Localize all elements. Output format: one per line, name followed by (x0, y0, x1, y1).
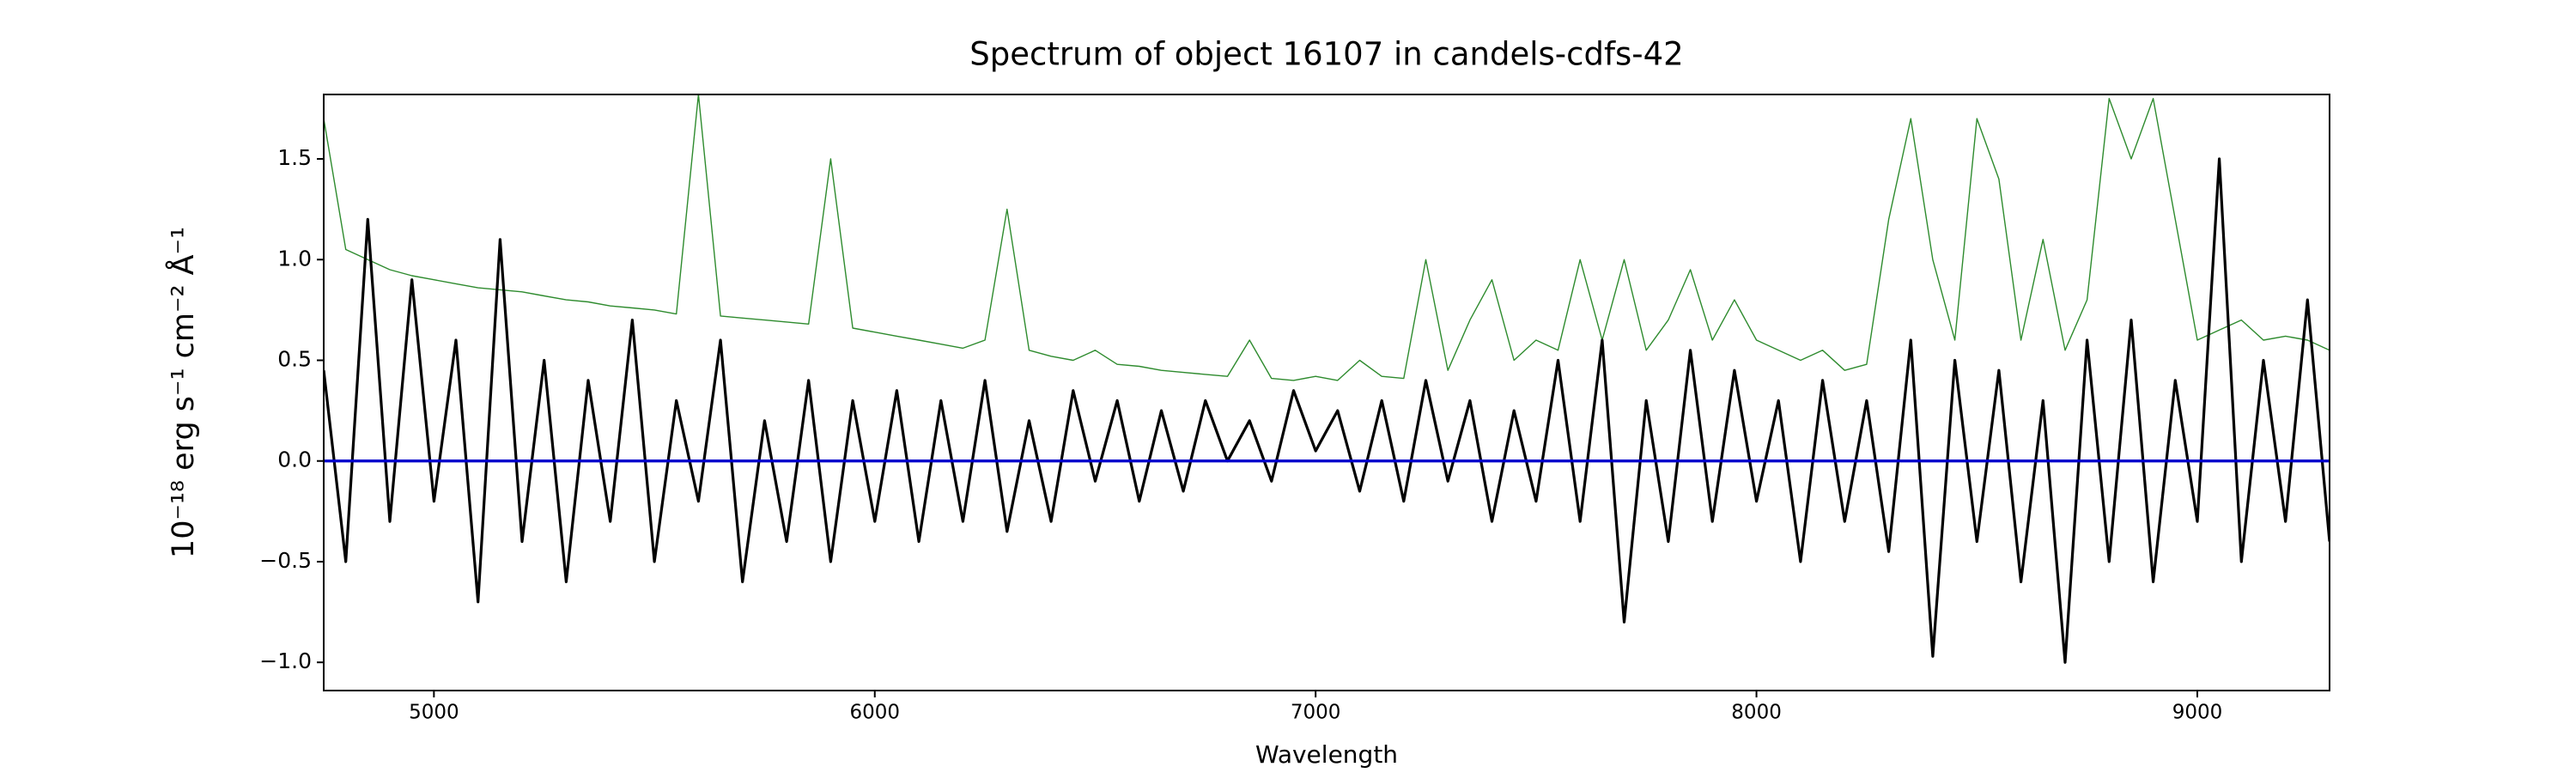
x-tick-label: 9000 (2172, 702, 2223, 724)
y-tick-label: 0.5 (277, 346, 312, 371)
y-tick-label: −1.0 (259, 648, 312, 673)
chart-title: Spectrum of object 16107 in candels-cdfs… (969, 36, 1683, 73)
spectrum-line (324, 157, 2330, 664)
y-tick-label: 1.5 (277, 145, 312, 170)
x-tick-label: 8000 (1731, 702, 1782, 724)
y-tick-label: −0.5 (259, 548, 312, 573)
x-tick-label: 6000 (849, 702, 900, 724)
plot-lines (324, 94, 2330, 664)
x-tick-label: 5000 (409, 702, 459, 724)
y-tick-label: 1.0 (277, 246, 312, 271)
spectrum-line (324, 94, 2330, 381)
y-axis-label: 10⁻¹⁸ erg s⁻¹ cm⁻² Å⁻¹ (164, 227, 201, 558)
plot-frame (323, 94, 2330, 691)
x-axis-label: Wavelength (1255, 740, 1398, 769)
y-tick-label: 0.0 (277, 447, 312, 472)
x-tick-label: 7000 (1291, 702, 1341, 724)
